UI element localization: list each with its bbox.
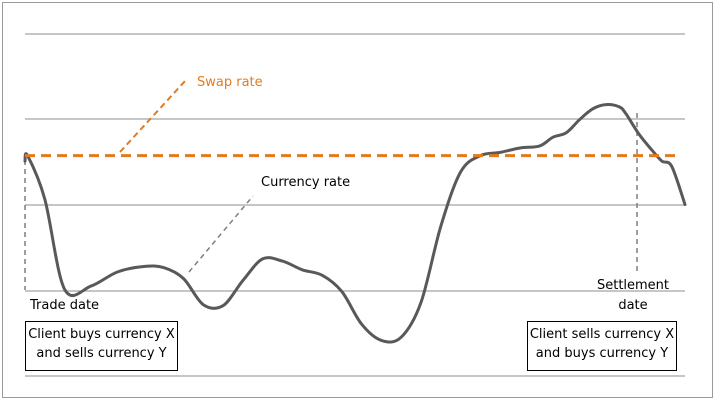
currency-rate-line	[23, 103, 687, 344]
settlement-date-label: date	[618, 298, 647, 313]
client-sells-line-2: and buys currency Y	[535, 346, 669, 361]
client-buys-box: Client buys currency X and sells currenc…	[25, 321, 178, 371]
client-buys-line-2: and sells currency Y	[36, 346, 167, 361]
settlement-label: Settlement	[597, 278, 669, 293]
guide-lines	[24, 79, 638, 290]
swap-rate-label: Swap rate	[197, 75, 263, 90]
client-buys-line-1: Client buys currency X	[28, 327, 175, 342]
swap-rate-leader	[119, 79, 187, 153]
currency-rate-label: Currency rate	[261, 175, 350, 190]
series-layer	[23, 103, 687, 344]
gridlines	[25, 33, 685, 377]
client-sells-box: Client sells currency X and buys currenc…	[527, 321, 677, 371]
annotation-labels: Swap rate Currency rate Trade date Settl…	[29, 75, 669, 313]
currency-rate-leader	[188, 195, 254, 273]
client-sells-line-1: Client sells currency X	[529, 327, 675, 342]
trade-date-label: Trade date	[29, 298, 99, 313]
